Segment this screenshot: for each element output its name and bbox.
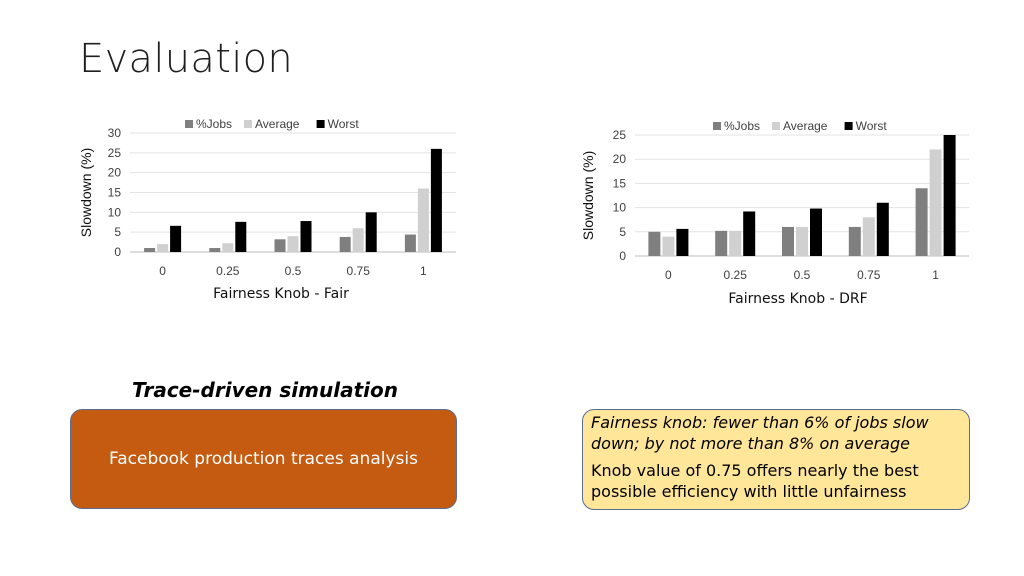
chart-drf-bar-worst-0.75 [876, 202, 889, 256]
chart-fair-xlabel: Fairness Knob - Fair [213, 286, 349, 302]
chart-drf-legend-swatch-0 [713, 122, 721, 130]
chart-fair-legend-swatch-2 [316, 120, 325, 128]
chart-fair-legend-label-2: Worst [328, 117, 360, 131]
chart-drf-xtick-0.25: 0.25 [724, 268, 748, 282]
chart-fair-ylabel: Slowdown (%) [78, 148, 94, 237]
chart-fair-bar-pct-jobs-0 [144, 248, 156, 252]
chart-drf-xtick-0: 0 [665, 268, 672, 282]
chart-fair-bar-average-0.25 [222, 243, 234, 252]
chart-drf-ytick-15: 15 [613, 176, 627, 190]
chart-drf: 0 5 10 15 20 25 0 0.25 0.5 0.75 1 %Jobs Average Worst… [570, 112, 980, 284]
chart-fair-bar-pct-jobs-1 [404, 234, 416, 252]
chart-fair-bar-worst-0 [170, 225, 182, 252]
chart-drf-ytick-10: 10 [613, 201, 627, 215]
chart-fair-xtick-0.75: 0.75 [347, 264, 371, 278]
chart-fair-bar-worst-0.75 [365, 212, 377, 252]
chart-drf-ytick-0: 0 [619, 249, 626, 263]
chart-drf-ytick-5: 5 [619, 225, 626, 239]
chart-drf-bar-average-0 [662, 236, 675, 256]
chart-drf-svg: 0 5 10 15 20 25 0 0.25 0.5 0.75 1 %Jobs Average Worst… [580, 119, 969, 282]
chart-fair-bar-average-0.75 [352, 228, 364, 252]
chart-fair-ytick-20: 20 [108, 166, 122, 180]
chart-fair-bar-worst-0.5 [300, 221, 312, 252]
chart-drf-ytick-20: 20 [613, 152, 627, 166]
chart-drf-legend-label-1: Average [783, 119, 828, 133]
chart-fair-ytick-0: 0 [114, 245, 121, 259]
chart-drf-xtick-0.5: 0.5 [794, 268, 811, 282]
chart-drf-ylabel: Slowdown (%) [580, 151, 596, 240]
chart-drf-xtick-0.75: 0.75 [857, 268, 881, 282]
chart-fair: 0 5 10 15 20 25 30 0 0.25 0.5 0.75 1 %Jobs Average Wor… [70, 110, 470, 280]
facebook-traces-text: Facebook production traces analysis [109, 449, 418, 469]
chart-fair-ytick-10: 10 [108, 205, 122, 219]
chart-drf-bar-pct-jobs-0.25 [715, 230, 728, 256]
chart-fair-bar-worst-1 [430, 148, 442, 252]
chart-fair-xtick-1: 1 [420, 264, 427, 278]
chart-fair-legend-label-1: Average [255, 117, 300, 131]
chart-fair-legend-swatch-1 [244, 120, 252, 128]
fairness-note-plain: Knob value of 0.75 offers nearly the bes… [591, 461, 919, 501]
chart-drf-xlabel: Fairness Knob - DRF [728, 291, 868, 307]
chart-fair-ytick-30: 30 [108, 126, 122, 140]
chart-drf-xtick-1: 1 [932, 268, 939, 282]
chart-fair-xtick-0: 0 [159, 264, 166, 278]
chart-drf-legend-swatch-1 [772, 122, 780, 130]
chart-fair-ytick-15: 15 [108, 186, 122, 200]
chart-drf-bar-pct-jobs-1 [915, 188, 928, 256]
chart-fair-svg: 0 5 10 15 20 25 30 0 0.25 0.5 0.75 1 %Jobs Average Wor… [78, 117, 456, 278]
chart-fair-bar-pct-jobs-0.5 [274, 239, 286, 252]
chart-fair-legend-label-0: %Jobs [196, 117, 232, 131]
chart-drf-legend-label-2: Worst [856, 119, 888, 133]
chart-drf-bar-average-0.5 [796, 226, 808, 256]
fairness-note-box: Fairness knob: fewer than 6% of jobs slo… [582, 409, 970, 510]
chart-fair-ytick-25: 25 [108, 146, 122, 160]
simulation-heading: Trace-driven simulation [132, 378, 398, 402]
chart-drf-bar-average-1 [929, 149, 942, 256]
chart-drf-bar-worst-0.25 [743, 211, 756, 256]
chart-drf-legend-label-0: %Jobs [724, 119, 760, 133]
chart-fair-bar-pct-jobs-0.25 [209, 248, 221, 252]
chart-drf-bar-worst-0 [676, 228, 689, 256]
chart-fair-bar-pct-jobs-0.75 [339, 236, 351, 252]
chart-drf-bar-worst-1 [943, 135, 956, 256]
chart-fair-bar-average-1 [417, 188, 429, 252]
chart-drf-bar-average-0.75 [862, 217, 875, 256]
chart-fair-xtick-0.5: 0.5 [285, 264, 302, 278]
chart-fair-bar-average-0 [157, 244, 169, 252]
chart-fair-bar-average-0.5 [287, 236, 299, 252]
facebook-traces-box: Facebook production traces analysis [70, 409, 457, 509]
chart-drf-legend-swatch-2 [844, 122, 853, 130]
chart-drf-bar-average-0.25 [729, 230, 742, 256]
chart-drf-ytick-25: 25 [613, 128, 627, 142]
chart-fair-ytick-5: 5 [114, 225, 121, 239]
chart-fair-bar-worst-0.25 [235, 221, 247, 252]
chart-fair-xtick-0.25: 0.25 [216, 264, 240, 278]
fairness-note-italic: Fairness knob: fewer than 6% of jobs slo… [591, 413, 929, 453]
chart-drf-bar-pct-jobs-0.5 [782, 226, 794, 256]
chart-drf-bar-pct-jobs-0 [648, 231, 661, 256]
chart-fair-legend-swatch-0 [185, 120, 193, 128]
slide-title: Evaluation [79, 36, 294, 82]
chart-drf-bar-pct-jobs-0.75 [848, 226, 861, 256]
chart-drf-bar-worst-0.5 [810, 208, 822, 256]
